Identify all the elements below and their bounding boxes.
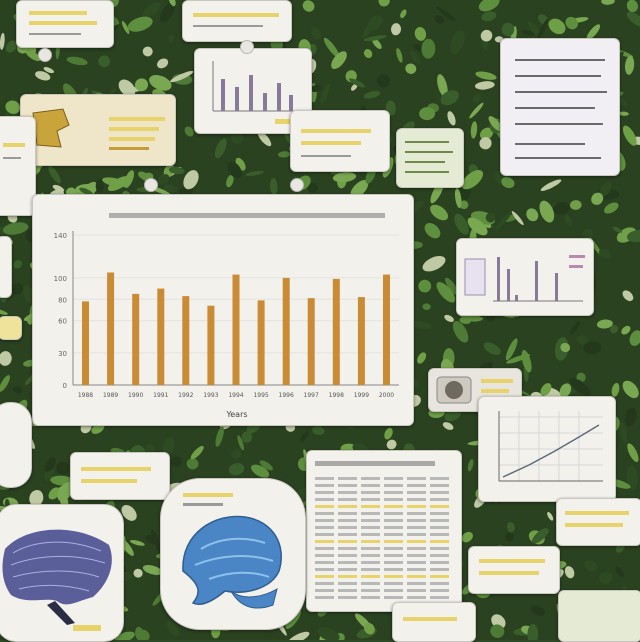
bar <box>182 296 190 385</box>
y-tick-label: 0 <box>63 382 67 390</box>
note-card-bottom-right <box>556 498 640 546</box>
note-card-lower-left <box>70 452 170 500</box>
note-card-top-left <box>16 0 114 48</box>
bar <box>232 274 240 385</box>
main-bar-chart: 140 100 80 60 30 0 1988 1989 1990 1991 1992 1993 19… <box>54 213 399 419</box>
x-tick-label: 1991 <box>153 392 168 399</box>
bar <box>357 297 365 385</box>
note-card-bottom-small <box>392 602 476 642</box>
specimen-card-left <box>20 94 176 166</box>
note-card-left-edge <box>0 116 36 216</box>
blue-specimen-card <box>160 478 306 630</box>
x-tick-label: 1993 <box>203 392 218 399</box>
purple-specimen-card <box>0 504 124 642</box>
y-tick-label: 60 <box>58 318 67 326</box>
note-card-bottom-center-right <box>468 546 560 594</box>
note-card-center-upper <box>290 110 390 172</box>
right-bar-chart <box>464 255 585 302</box>
bar <box>332 278 340 385</box>
y-tick-label: 100 <box>54 275 67 283</box>
x-tick-label: 2000 <box>379 392 394 399</box>
purple-specimen-icon <box>2 529 112 631</box>
pin <box>38 48 52 62</box>
y-tick-label: 30 <box>58 350 67 358</box>
note-card-left-yellow <box>0 316 22 340</box>
line-chart-card <box>478 396 616 502</box>
x-tick-label: 1996 <box>279 392 294 399</box>
bar <box>282 277 290 385</box>
mini-bar-chart <box>212 61 301 124</box>
x-tick-label: 1990 <box>128 392 143 399</box>
bar <box>207 305 215 385</box>
right-bar-chart-card <box>456 238 594 316</box>
note-card-left-round <box>0 402 32 488</box>
bar <box>257 300 265 385</box>
bar <box>383 274 390 385</box>
note-card-green <box>396 128 464 188</box>
bar <box>107 272 115 385</box>
x-tick-label: 1995 <box>253 392 268 399</box>
chart-x-axis-label: Years <box>225 410 247 419</box>
bar <box>132 293 140 385</box>
table-document-card <box>306 450 462 612</box>
data-table <box>315 461 449 599</box>
pin <box>144 178 158 192</box>
pin <box>290 178 304 192</box>
y-tick-label: 140 <box>54 232 67 240</box>
line-chart <box>498 411 603 482</box>
book-icon <box>32 108 165 150</box>
chart-title-line <box>109 213 385 218</box>
x-tick-label: 1992 <box>178 392 193 399</box>
bar <box>307 298 315 385</box>
x-tick-label: 1988 <box>78 392 93 399</box>
note-card-left-mid <box>0 236 12 298</box>
bar <box>157 288 165 385</box>
blue-fabric-specimen-icon <box>182 493 282 609</box>
note-card-top-middle <box>182 0 292 42</box>
x-tick-label: 1997 <box>304 392 319 399</box>
x-tick-label: 1998 <box>329 392 344 399</box>
notebook-card-top-right <box>500 38 620 176</box>
x-tick-label: 1989 <box>103 392 118 399</box>
main-bar-chart-card: 140 100 80 60 30 0 1988 1989 1990 1991 1992 1993 19… <box>32 194 414 426</box>
x-tick-label: 1994 <box>228 392 243 399</box>
pin <box>240 40 254 54</box>
y-tick-label: 80 <box>58 296 67 304</box>
bar <box>82 301 89 385</box>
note-card-bottom-right-corner <box>558 590 640 642</box>
x-tick-label: 1999 <box>354 392 369 399</box>
